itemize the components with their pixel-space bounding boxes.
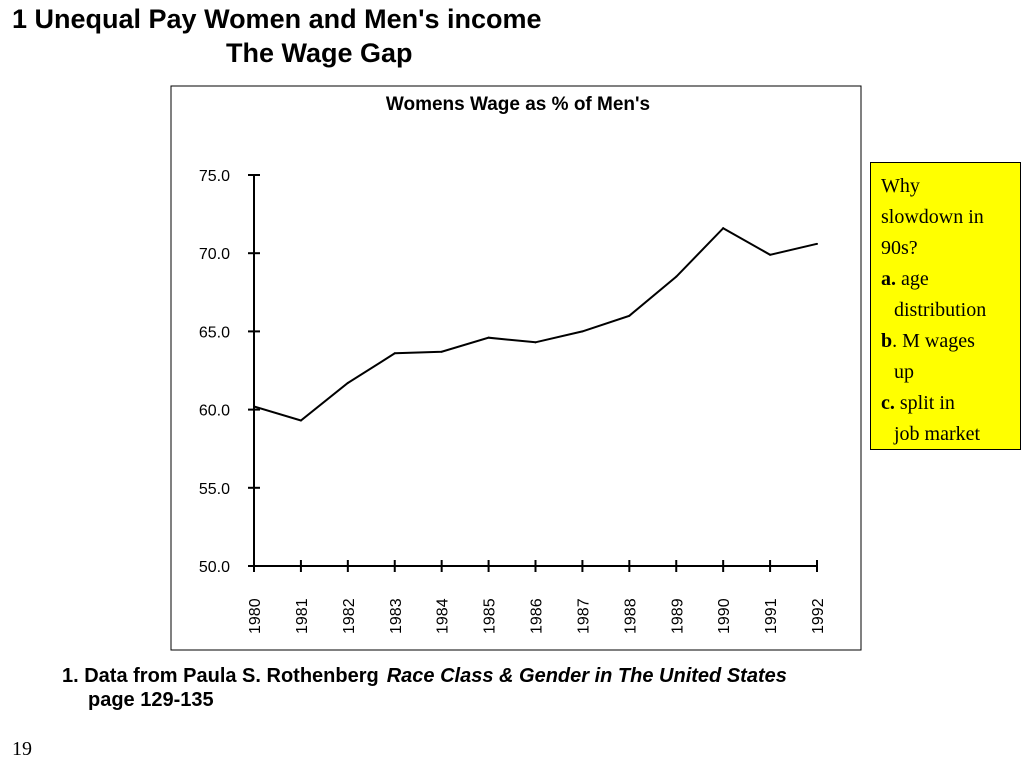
y-tick-label: 55.0	[199, 481, 230, 498]
x-tick-label: 1991	[763, 598, 780, 634]
x-tick-label: 1985	[482, 598, 499, 634]
note-b-cont: up	[894, 361, 914, 383]
data-point-1986	[534, 341, 537, 344]
x-tick-label: 1988	[622, 598, 639, 634]
footnote-page: page 129-135	[88, 689, 214, 711]
note-a: a. age	[881, 264, 1014, 295]
data-point-1992	[816, 242, 818, 245]
notes-box: Why slowdown in 90s? a. age distribution…	[870, 162, 1021, 450]
note-c-text: split in	[894, 392, 955, 414]
note-a-text: age	[896, 268, 929, 290]
data-point-1981	[299, 419, 302, 422]
data-point-1985	[487, 336, 490, 339]
data-point-1989	[675, 275, 678, 278]
x-tick-label: 1986	[529, 598, 546, 634]
y-ticks: 50.0 55.0 60.0 65.0 70.0 75.0	[199, 168, 260, 576]
note-c-label: c.	[881, 392, 895, 414]
note-b-text: . M wages	[892, 330, 975, 352]
note-slowdown: slowdown in	[881, 206, 984, 228]
x-tick-label: 1982	[341, 598, 358, 634]
note-why: Why	[881, 175, 920, 197]
y-tick-label: 60.0	[199, 403, 230, 420]
footnote-prefix: 1. Data from Paula S. Rothenberg	[62, 665, 379, 687]
data-point-1991	[769, 253, 772, 256]
y-tick-label: 75.0	[199, 168, 230, 185]
data-points	[253, 227, 818, 422]
note-a-cont: distribution	[894, 299, 987, 321]
slide-title: 1 Unequal Pay Women and Men's income	[12, 4, 542, 34]
y-tick-label: 70.0	[199, 246, 230, 263]
chart-title: Womens Wage as % of Men's	[386, 94, 650, 115]
page-number: 19	[12, 738, 32, 760]
data-point-1988	[628, 314, 631, 317]
chart-frame	[170, 85, 862, 651]
footnote: 1. Data from Paula S. Rothenberg Race Cla…	[62, 664, 787, 712]
x-tick-label: 1987	[575, 598, 592, 634]
footnote-line1: 1. Data from Paula S. Rothenberg Race Cla…	[62, 664, 787, 688]
note-90s: 90s?	[881, 237, 918, 259]
note-c: c. split in	[881, 388, 1014, 419]
x-tick-label: 1989	[669, 598, 686, 634]
x-tick-label: 1990	[716, 598, 733, 634]
note-a-label: a.	[881, 268, 896, 290]
y-tick-label: 50.0	[199, 559, 230, 576]
x-tick-label: 1992	[810, 598, 827, 634]
x-tick-label: 1980	[247, 598, 264, 634]
x-tick-label: 1984	[435, 598, 452, 634]
note-b: b. M wages	[881, 326, 1014, 357]
data-point-1990	[722, 227, 725, 230]
data-point-1982	[346, 382, 349, 385]
data-point-1984	[440, 350, 443, 353]
note-b-label: b	[881, 330, 893, 352]
x-tick-label: 1983	[388, 598, 405, 634]
y-tick-label: 65.0	[199, 324, 230, 341]
slide-subtitle: The Wage Gap	[226, 38, 413, 68]
x-ticks: 1980 1981 1982 1983 1984 1985 1986 1987 1988 1989…	[247, 560, 827, 634]
data-point-1983	[393, 352, 396, 355]
footnote-source: Race Class & Gender in The United States	[386, 665, 787, 687]
data-point-1987	[581, 330, 584, 333]
data-point-1980	[253, 405, 255, 408]
note-c-cont: job market	[894, 423, 981, 445]
x-tick-label: 1981	[294, 598, 311, 634]
